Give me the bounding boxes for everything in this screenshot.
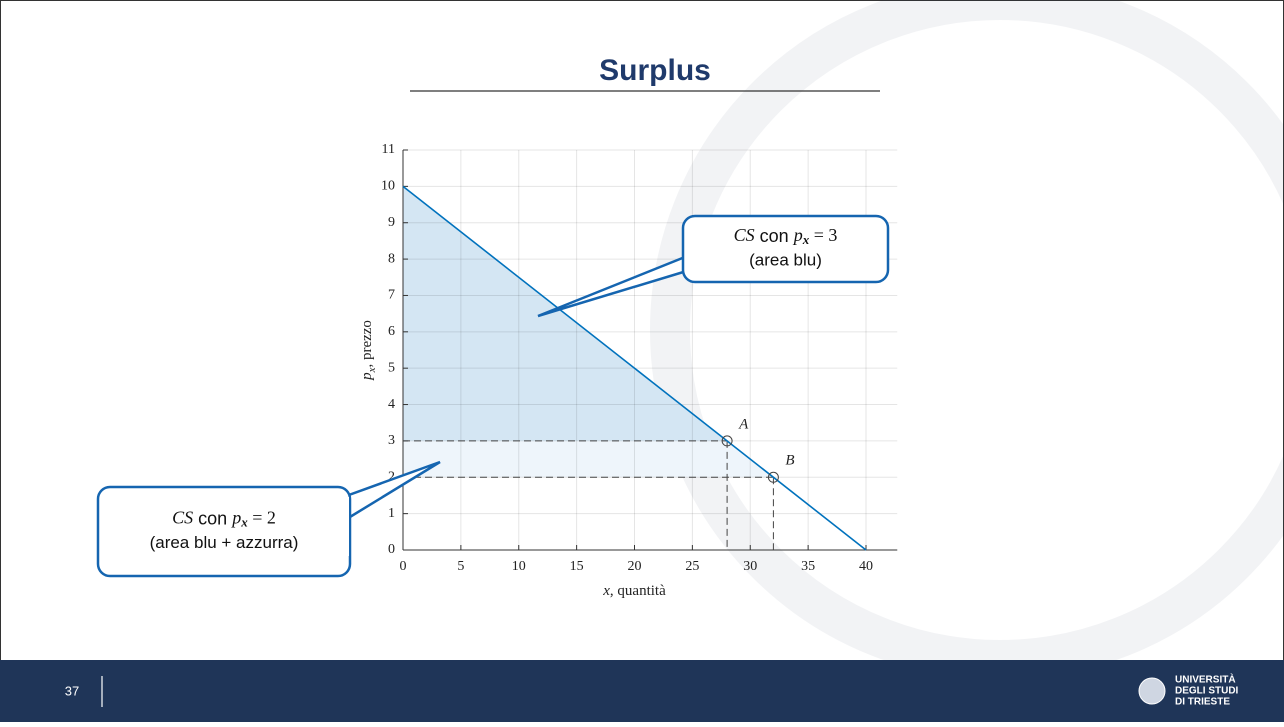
x-tick-label: 40 <box>859 559 873 574</box>
callout-note: (area blu) <box>749 250 822 269</box>
logo-text: DI TRIESTE <box>1175 697 1230 708</box>
x-tick-label: 10 <box>512 559 526 574</box>
x-tick-label: 15 <box>570 559 584 574</box>
surplus-area-extra <box>403 440 774 478</box>
y-tick-label: 2 <box>388 469 395 484</box>
slide-title: Surplus <box>599 54 711 87</box>
callout-pointer <box>537 253 691 318</box>
callout-math: p <box>230 508 241 528</box>
callout-text: CS con px = 2 <box>172 508 276 530</box>
x-tick-label: 5 <box>457 559 464 574</box>
y-axis-label-text: , prezzo <box>359 320 375 367</box>
y-tick-label: 1 <box>388 506 395 521</box>
x-tick-label: 20 <box>628 559 642 574</box>
x-tick-label: 35 <box>801 559 815 574</box>
callout-math: = 2 <box>248 508 276 528</box>
x-axis-label-text: , quantità <box>610 583 666 599</box>
x-tick-label: 25 <box>685 559 699 574</box>
callout-word: con <box>193 508 232 528</box>
point <box>767 471 779 483</box>
callout-cover <box>344 497 349 556</box>
y-tick-label: 7 <box>388 288 395 303</box>
page-number: 37 <box>65 683 79 698</box>
callout-note: (area blu + azzurra) <box>150 533 299 552</box>
logo-text: DEGLI STUDI <box>1175 686 1239 697</box>
callout-pointer <box>334 460 441 522</box>
x-axis-label: x, quantità <box>602 583 666 599</box>
y-tick-label: 0 <box>388 542 395 557</box>
y-tick-label: 11 <box>382 142 395 157</box>
x-tick-label: 30 <box>743 559 757 574</box>
callout-math: = 3 <box>809 225 837 245</box>
y-tick-label: 9 <box>388 215 395 230</box>
demand-line <box>402 185 867 551</box>
y-tick-label: 5 <box>388 360 395 375</box>
callout-math-sub: x <box>240 514 248 529</box>
callout-text: CS con px = 3 <box>734 225 838 247</box>
y-tick-label: 6 <box>388 324 395 339</box>
footer <box>0 660 1284 722</box>
y-tick-label: 10 <box>381 179 395 194</box>
logo-seal <box>1138 677 1166 705</box>
callout-math: CS <box>172 508 193 528</box>
callout-word: con <box>755 226 794 246</box>
y-tick-label: 4 <box>388 397 395 412</box>
x-tick-label: 0 <box>400 559 407 574</box>
y-axis-label-sub: x <box>366 367 378 373</box>
callout-math: p <box>792 225 803 245</box>
x-axis-label-var: x <box>602 583 610 599</box>
y-axis-label: px, prezzo <box>359 320 377 381</box>
logo-text: UNIVERSITÀ <box>1175 673 1236 686</box>
point-label: A <box>738 416 749 432</box>
y-tick-label: 3 <box>388 433 395 448</box>
callout-cover <box>685 226 690 262</box>
point-label: B <box>785 453 794 469</box>
callout-box <box>681 214 890 284</box>
point <box>721 435 733 447</box>
y-tick-label: 8 <box>388 251 395 266</box>
callout-math-sub: x <box>802 232 810 247</box>
y-axis-label-var: p <box>359 372 375 381</box>
callout-math: CS <box>734 225 755 245</box>
callout-box <box>96 485 352 578</box>
